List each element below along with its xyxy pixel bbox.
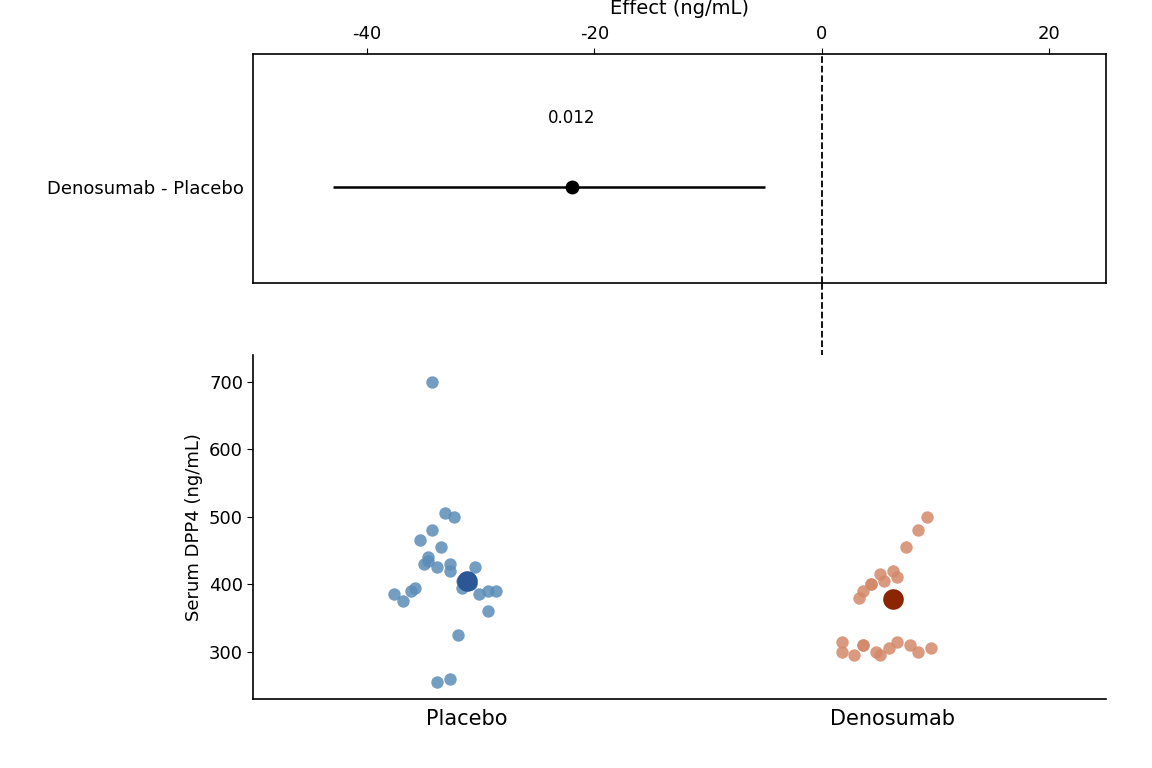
Point: [918, 511, 937, 523]
Point: [407, 581, 425, 594]
Point: [427, 561, 446, 574]
X-axis label: Effect (ng/mL): Effect (ng/mL): [611, 0, 749, 18]
Point: [423, 524, 441, 536]
Point: [888, 571, 907, 584]
Y-axis label: Serum DPP4 (ng/mL): Serum DPP4 (ng/mL): [185, 433, 204, 621]
Point: [435, 507, 454, 519]
Point: [846, 649, 864, 661]
Point: [862, 578, 881, 591]
Point: [909, 524, 927, 536]
Point: [854, 584, 872, 597]
Point: [410, 535, 429, 547]
Point: [871, 568, 889, 580]
Point: [884, 593, 902, 605]
Point: [479, 605, 498, 617]
Point: [879, 642, 897, 654]
Point: [402, 584, 420, 597]
Point: [833, 646, 851, 658]
Point: [419, 551, 438, 564]
Point: [888, 635, 907, 647]
Point: [385, 588, 403, 601]
Point: [453, 581, 471, 594]
Point: [457, 574, 476, 587]
Point: [470, 588, 488, 601]
Point: [415, 558, 433, 570]
Point: [479, 584, 498, 597]
Point: [440, 558, 458, 570]
Point: [432, 541, 450, 553]
Point: [896, 541, 915, 553]
Point: [427, 676, 446, 688]
Point: [884, 564, 902, 577]
Point: [487, 584, 506, 597]
Point: [854, 639, 872, 651]
Point: [445, 511, 463, 523]
Text: 0.012: 0.012: [548, 109, 596, 127]
Point: [440, 673, 458, 685]
Point: [909, 646, 927, 658]
Point: [465, 561, 484, 574]
Point: [440, 564, 458, 577]
Point: [866, 646, 885, 658]
Point: [922, 642, 940, 654]
Point: [393, 595, 412, 607]
Point: [449, 629, 468, 641]
Point: [871, 649, 889, 661]
Point: [462, 578, 480, 591]
Point: [453, 574, 471, 587]
Point: [423, 376, 441, 388]
Point: [833, 635, 851, 647]
Point: [854, 639, 872, 651]
Point: [862, 578, 881, 591]
Point: [876, 574, 894, 587]
Point: [849, 591, 867, 604]
Point: [419, 554, 438, 567]
Point: [901, 639, 919, 651]
